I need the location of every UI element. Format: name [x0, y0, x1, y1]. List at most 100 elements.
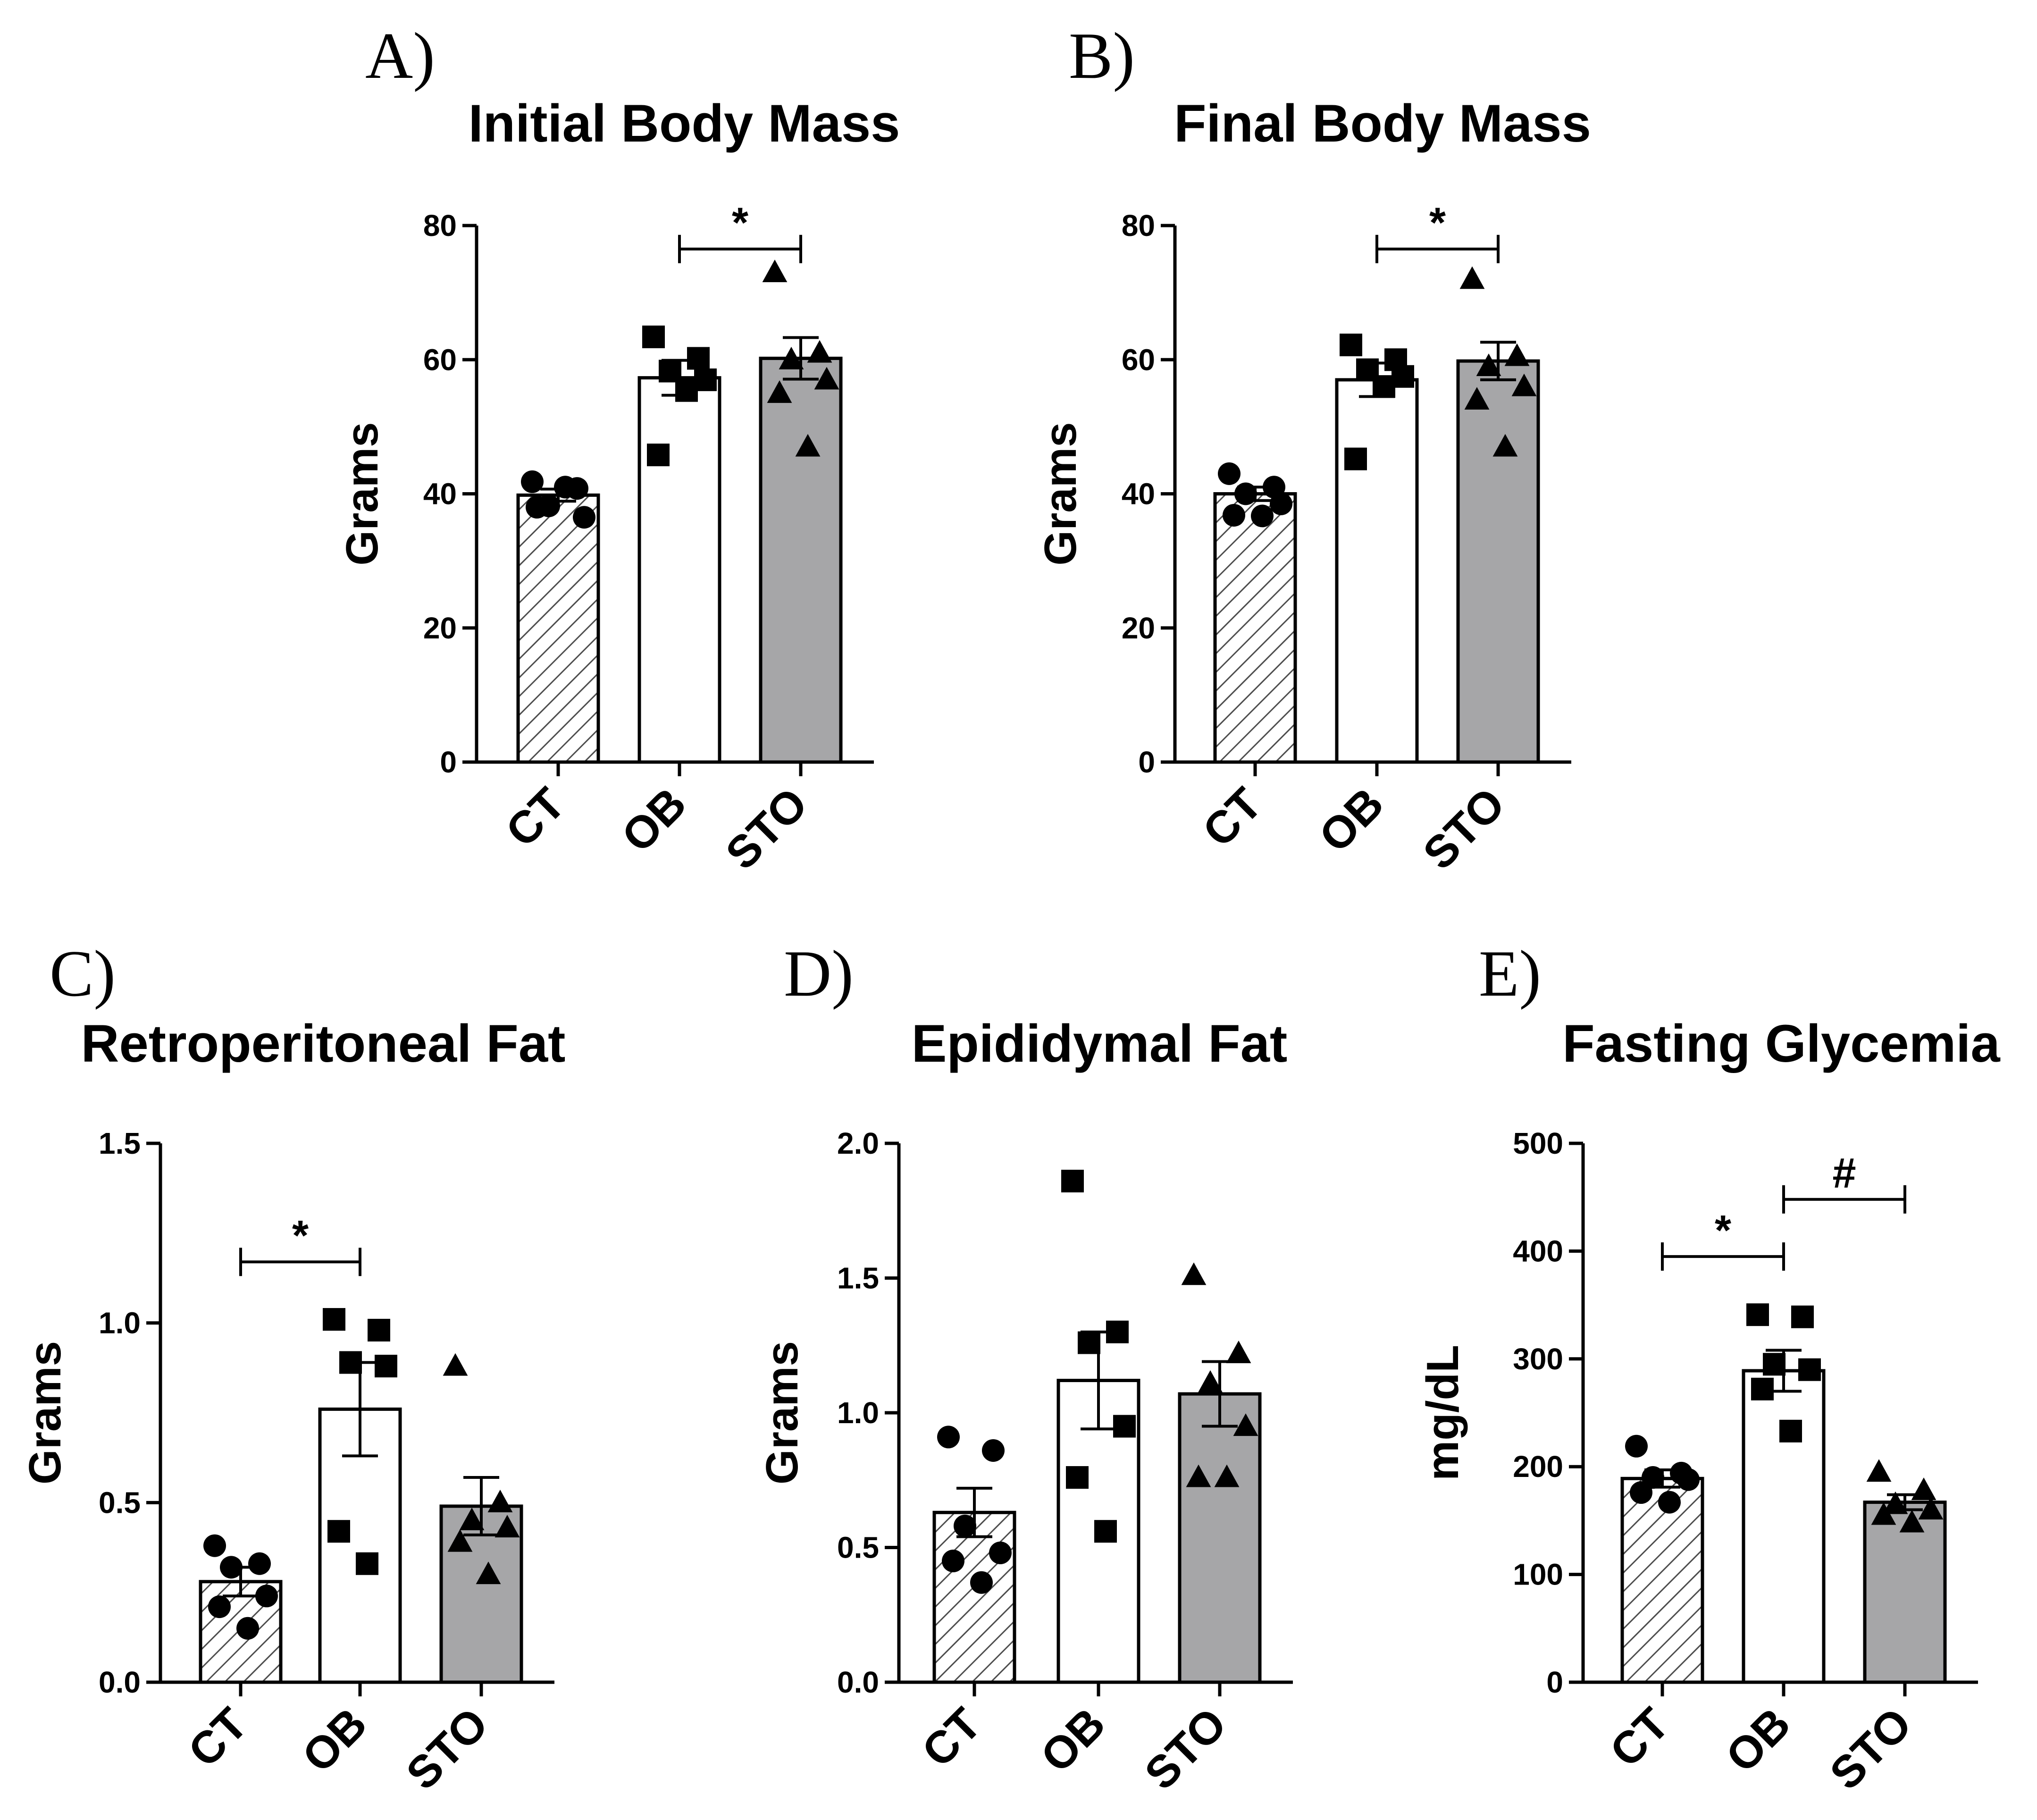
data-point-ct [1630, 1481, 1652, 1504]
data-point-ct [526, 495, 548, 519]
x-tick-label-ct: CT [1601, 1698, 1679, 1777]
data-point-ob [687, 347, 710, 370]
y-tick-label: 80 [423, 209, 457, 243]
data-point-sto [1866, 1459, 1892, 1482]
data-point-sto [1492, 434, 1518, 457]
data-point-ct [954, 1514, 976, 1537]
y-tick-label: 2.0 [837, 1126, 879, 1160]
bar-sto [759, 356, 843, 764]
y-axis-label: mg/dL [1417, 1345, 1468, 1481]
data-point-ct [521, 470, 544, 493]
y-tick-label: 0.0 [99, 1665, 141, 1699]
panel-letter: B) [1069, 19, 1135, 92]
data-point-sto [495, 1515, 520, 1538]
data-point-ct [236, 1617, 259, 1640]
data-point-sto [1226, 1341, 1251, 1363]
data-point-sto [1511, 373, 1537, 396]
y-tick-label: 1.0 [837, 1396, 879, 1430]
panel-letter: A) [365, 19, 435, 92]
y-tick-label: 200 [1513, 1450, 1563, 1484]
data-point-sto [1504, 343, 1530, 366]
data-point-sto [1911, 1477, 1936, 1500]
data-point-ob [1373, 375, 1395, 398]
data-point-ob [368, 1318, 390, 1342]
bar-ob [1742, 1369, 1826, 1684]
data-point-ct [1218, 462, 1241, 485]
bar-ct [516, 493, 600, 764]
data-point-ct [248, 1552, 271, 1575]
data-point-sto [1459, 266, 1485, 289]
data-point-ct [1234, 482, 1257, 505]
significance-label: * [292, 1212, 309, 1259]
bar-ct [1213, 492, 1297, 764]
data-point-ob [675, 379, 698, 402]
y-tick-label: 500 [1513, 1126, 1563, 1160]
data-point-sto [795, 434, 821, 457]
data-point-ct [1270, 492, 1292, 515]
y-tick-label: 60 [423, 343, 457, 377]
data-point-sto [1214, 1464, 1240, 1487]
y-tick-label: 0 [440, 745, 457, 779]
data-point-sto [1233, 1413, 1258, 1436]
data-point-ob [339, 1351, 362, 1374]
y-tick-label: 0 [1546, 1665, 1563, 1699]
data-point-ct [255, 1585, 278, 1608]
x-tick-label-sto: STO [1135, 1698, 1236, 1799]
y-tick-label: 40 [1122, 477, 1155, 511]
data-point-sto [1476, 353, 1501, 376]
data-point-ct [970, 1571, 993, 1594]
y-axis-label: Grams [20, 1341, 70, 1485]
bar-ct [932, 1510, 1016, 1684]
y-tick-label: 20 [423, 611, 457, 645]
data-point-ob [1779, 1419, 1802, 1443]
x-tick-label-ct: CT [913, 1698, 991, 1777]
x-tick-label-ob: OB [1716, 1698, 1800, 1782]
x-tick-label-ct: CT [496, 778, 575, 856]
chart-panel-3-4: E) Fasting Glycemia mg/dL 0 100 200 300 400 500 C… [1417, 937, 2000, 1799]
data-point-sto [443, 1353, 468, 1376]
significance-label: # [1832, 1150, 1856, 1197]
chart-title: Final Body Mass [1174, 94, 1591, 153]
data-point-sto [1899, 1510, 1925, 1533]
x-tick-label-sto: STO [1820, 1698, 1921, 1799]
data-point-sto [779, 346, 804, 369]
data-point-sto [487, 1489, 513, 1512]
data-point-ob [375, 1355, 397, 1378]
chart-title: Epididymal Fat [912, 1014, 1288, 1073]
data-point-ct [554, 476, 577, 499]
bar-sto [1178, 1392, 1262, 1684]
y-tick-label: 1.5 [99, 1126, 141, 1160]
data-point-sto [1871, 1502, 1896, 1525]
y-tick-label: 40 [423, 477, 457, 511]
data-point-ob [356, 1552, 378, 1575]
data-point-ct [1223, 503, 1245, 527]
data-point-ct [1625, 1434, 1648, 1458]
data-point-sto [1181, 1262, 1207, 1285]
y-tick-label: 0 [1138, 745, 1155, 779]
significance-label: * [1715, 1207, 1731, 1254]
y-tick-label: 0.0 [837, 1665, 879, 1699]
y-tick-label: 0.5 [99, 1485, 141, 1519]
y-tick-label: 300 [1513, 1342, 1563, 1376]
bar-sto [1863, 1501, 1947, 1684]
data-point-ct [220, 1556, 243, 1579]
y-axis-label: Grams [757, 1341, 807, 1485]
panel-letter: E) [1479, 937, 1541, 1010]
data-point-sto [459, 1508, 485, 1530]
x-tick-label-sto: STO [397, 1698, 498, 1799]
x-tick-label-sto: STO [1414, 778, 1515, 879]
y-tick-label: 400 [1513, 1234, 1563, 1268]
data-point-ob [1078, 1331, 1100, 1354]
data-point-ct [1677, 1468, 1700, 1491]
data-point-ct [203, 1534, 226, 1557]
data-point-sto [767, 380, 792, 403]
panel-letter: C) [50, 937, 116, 1010]
data-point-ob [1113, 1415, 1136, 1438]
x-tick-label-ob: OB [1309, 778, 1393, 862]
chart-title: Retroperitoneal Fat [81, 1014, 566, 1073]
data-point-ob [1751, 1377, 1774, 1401]
bar-sto [1456, 359, 1540, 764]
y-tick-label: 60 [1122, 343, 1155, 377]
data-point-sto [1464, 387, 1490, 410]
x-tick-label-ob: OB [612, 778, 696, 862]
